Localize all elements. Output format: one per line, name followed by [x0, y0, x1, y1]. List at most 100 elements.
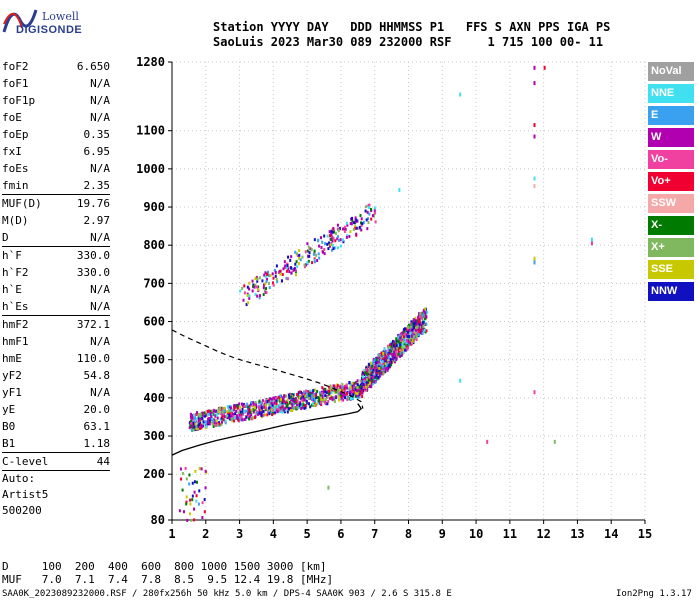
echo-point [377, 355, 380, 359]
echo-point [327, 485, 330, 490]
echo-point [360, 386, 363, 390]
echo-point [292, 393, 295, 397]
echo-point [376, 364, 379, 368]
echo-point [237, 411, 240, 415]
echo-point [405, 327, 408, 331]
echo-point [270, 404, 273, 408]
echo-point [282, 396, 285, 400]
echo-point [329, 243, 332, 247]
echo-point [354, 216, 357, 220]
echo-point [263, 402, 266, 406]
echo-point [326, 242, 329, 246]
echo-point [237, 418, 240, 422]
echo-point [296, 401, 299, 405]
param-row: yF2 54.8 [2, 367, 110, 384]
echo-point [362, 384, 365, 388]
echo-point [305, 263, 308, 267]
echo-point [287, 255, 290, 259]
echo-point [254, 283, 257, 287]
echo-point [323, 252, 326, 256]
echo-point [365, 385, 368, 389]
echo-point [341, 394, 344, 398]
echo-point [390, 349, 393, 353]
echo-point [361, 379, 364, 383]
param-value: 20.0 [83, 403, 111, 416]
echo-point [417, 315, 420, 319]
echo-point [406, 326, 409, 330]
echo-point [220, 422, 223, 426]
echo-point [358, 389, 361, 393]
echo-point [419, 312, 422, 316]
echo-point [334, 232, 337, 236]
digisonde-logo: Lowell DIGISONDE [2, 2, 112, 42]
echo-point [268, 406, 271, 410]
x-tick-label: 6 [337, 527, 344, 541]
x-tick-label: 15 [638, 527, 652, 541]
echo-point [314, 393, 317, 397]
echo-point [385, 350, 388, 354]
echo-point [251, 289, 254, 293]
echo-point [351, 219, 354, 223]
echo-point [269, 273, 272, 277]
echo-point [417, 318, 420, 322]
param-row: fmin 2.35 [2, 177, 110, 194]
echo-point [311, 397, 314, 401]
echo-point [354, 221, 357, 225]
echo-point [238, 402, 241, 406]
echo-point [278, 270, 281, 274]
echo-point [332, 396, 335, 400]
echo-point [200, 423, 203, 427]
echo-point [369, 373, 372, 377]
echo-point [190, 518, 193, 522]
echo-point [255, 412, 258, 416]
legend-x: X- [648, 216, 694, 235]
echo-point [363, 373, 366, 377]
echo-point [389, 343, 392, 347]
echo-point [366, 378, 369, 382]
echo-point [341, 382, 344, 386]
echo-point [278, 399, 281, 403]
param-row: foE N/A [2, 109, 110, 126]
echo-point [288, 396, 291, 400]
echo-point [282, 267, 285, 271]
echo-point [193, 518, 196, 522]
echo-point [405, 339, 408, 343]
echo-point [238, 416, 241, 420]
echo-point [273, 408, 276, 412]
param-name: hmE [2, 352, 22, 365]
echo-point [398, 353, 401, 357]
echo-point [276, 280, 279, 284]
echo-point [368, 381, 371, 385]
echo-point [343, 386, 346, 390]
echo-point [288, 400, 291, 404]
echo-point [254, 292, 257, 296]
echo-point [282, 408, 285, 412]
echo-point [352, 391, 355, 395]
echo-point [216, 411, 219, 415]
x-tick-label: 13 [570, 527, 584, 541]
echo-point [239, 410, 242, 414]
echo-point [318, 256, 321, 260]
echo-point [181, 488, 184, 492]
echo-point [356, 386, 359, 390]
echo-point [336, 384, 339, 388]
param-value: N/A [90, 335, 110, 348]
echo-point [410, 338, 413, 342]
echo-point [303, 265, 306, 269]
echo-point [194, 469, 197, 473]
echo-point [364, 209, 367, 213]
echo-point [301, 255, 304, 259]
echo-point [370, 217, 373, 221]
echo-point [394, 347, 397, 351]
echo-point [411, 324, 414, 328]
echo-point [329, 396, 332, 400]
echo-point [406, 346, 409, 350]
echo-point [295, 407, 298, 411]
header-values: SaoLuis 2023 Mar30 089 232000 RSF 1 715 … [213, 35, 604, 49]
echo-point [299, 402, 302, 406]
echo-point [300, 390, 303, 394]
echo-point [235, 409, 238, 413]
legend-ssw: SSW [648, 194, 694, 213]
x-tick-label: 8 [405, 527, 412, 541]
echo-point [184, 466, 187, 470]
